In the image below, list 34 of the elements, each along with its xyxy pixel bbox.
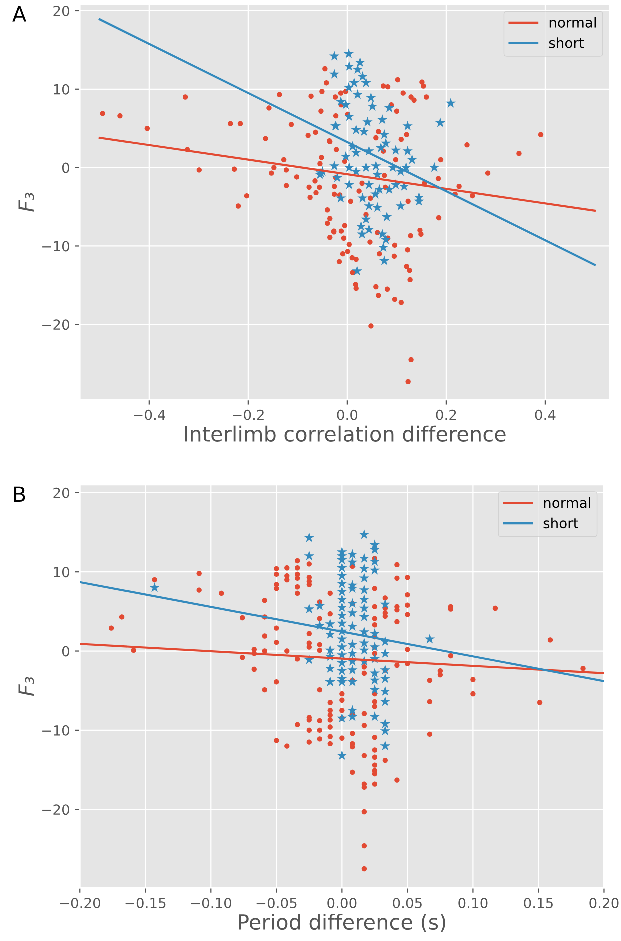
legend-label: normal xyxy=(544,497,590,508)
x-tick-label: 0.15 xyxy=(524,898,553,908)
y-axis-title: F₃ xyxy=(18,192,34,212)
x-tick-label: −0.15 xyxy=(126,898,166,908)
y-tick-label: −10 xyxy=(42,725,70,736)
chart-title: A xyxy=(12,6,26,22)
y-tick-label: 10 xyxy=(54,567,70,578)
x-axis-title: Period difference (s) xyxy=(239,914,446,933)
y-axis-title: F₃ xyxy=(18,677,34,696)
x-tick-label: 0.00 xyxy=(328,898,357,908)
y-tick-label: −10 xyxy=(42,241,70,252)
y-tick-label: −20 xyxy=(42,804,70,816)
x-tick-label: 0.0 xyxy=(337,410,358,420)
y-tick-label: 20 xyxy=(54,6,70,16)
y-tick-label: 20 xyxy=(54,488,70,498)
x-tick-label: −0.05 xyxy=(256,898,297,908)
y-tick-label: −20 xyxy=(42,320,70,330)
chart-title: B xyxy=(14,486,26,502)
x-axis-title: Interlimb correlation difference xyxy=(185,426,506,442)
x-tick-label: 0.4 xyxy=(535,410,556,420)
x-tick-label: −0.10 xyxy=(191,898,232,908)
y-tick-label: 0 xyxy=(62,646,70,657)
y-tick-label: 10 xyxy=(54,84,70,95)
legend-label: short xyxy=(549,38,584,48)
x-tick-label: −0.4 xyxy=(134,410,166,420)
x-tick-label: −0.2 xyxy=(233,410,264,420)
legend-label: normal xyxy=(550,17,596,28)
x-tick-label: 0.10 xyxy=(458,898,488,908)
x-tick-label: −0.20 xyxy=(60,898,100,908)
x-tick-label: 0.05 xyxy=(393,898,422,908)
x-tick-label: 0.20 xyxy=(590,898,619,908)
x-tick-label: 0.2 xyxy=(436,410,456,420)
legend-label: short xyxy=(544,518,578,529)
y-tick-label: 0 xyxy=(62,162,70,174)
